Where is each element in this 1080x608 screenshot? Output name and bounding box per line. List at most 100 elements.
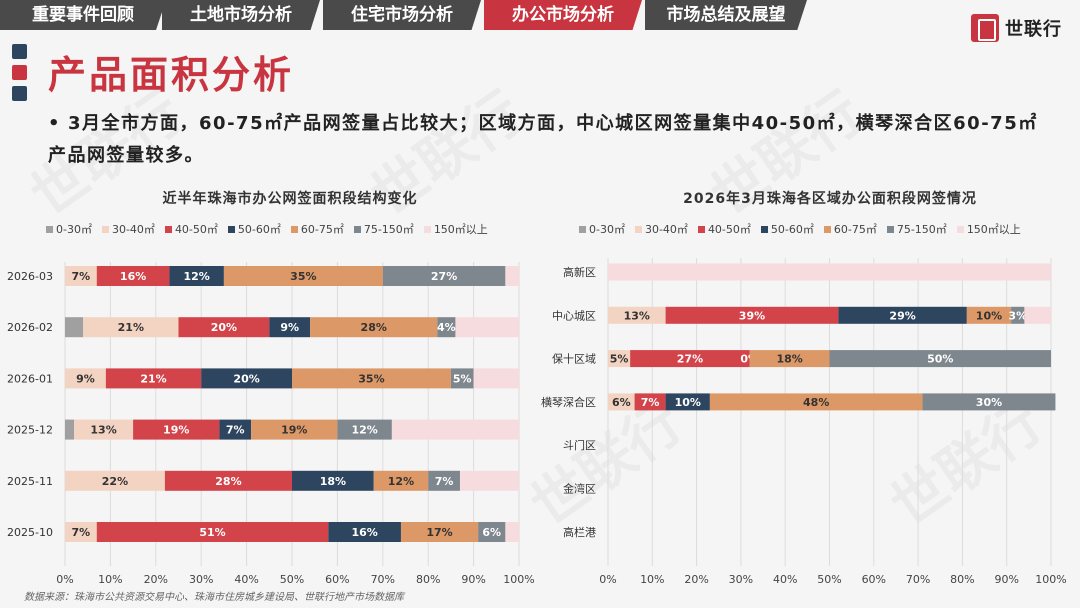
category-label: 斗门区 — [563, 438, 596, 452]
x-tick-label: 60% — [325, 573, 349, 585]
tab-land[interactable]: 土地市场分析 — [162, 0, 320, 30]
category-label: 2025-10 — [7, 526, 53, 539]
x-tick-label: 30% — [729, 573, 753, 585]
legend-swatch — [353, 225, 361, 233]
data-label: 17% — [426, 526, 452, 539]
data-label: 29% — [889, 309, 915, 322]
legend-swatch — [227, 225, 235, 233]
legend-label: 75-150㎡ — [363, 223, 414, 236]
data-label: 22% — [102, 475, 128, 488]
legend-item: 40-50㎡ — [164, 221, 218, 237]
right-chart-title: 2026年3月珠海各区域办公面积段网签情况 — [683, 191, 977, 207]
x-tick-label: 20% — [144, 573, 168, 585]
bar-segment — [65, 470, 165, 491]
data-label: 10% — [976, 309, 1002, 322]
data-label: 27% — [677, 353, 703, 366]
data-label: 35% — [290, 270, 316, 283]
x-tick-label: 0% — [599, 573, 616, 585]
data-label: 50% — [927, 353, 953, 366]
data-label: 5% — [610, 353, 629, 366]
bar-segment — [437, 317, 456, 338]
bar-segment — [269, 317, 311, 338]
left-chart-title: 近半年珠海市办公网签面积段结构变化 — [162, 191, 418, 207]
legend-label: 40-50㎡ — [174, 223, 218, 236]
data-label: 19% — [163, 424, 189, 437]
category-label: 保十区域 — [552, 352, 596, 366]
bar-segment — [65, 317, 84, 338]
bar-segment — [133, 419, 220, 440]
legend-swatch — [634, 225, 642, 233]
bar-segment — [608, 350, 631, 368]
x-tick-label: 100% — [503, 573, 534, 585]
legend-label: 30-40㎡ — [644, 223, 688, 236]
left-stacked-bar-chart: 0% 10% 20% 30% 40% 50% 60% 70% 80% 90% 100% 2026-03… — [7, 262, 535, 585]
bar-segment — [829, 350, 1051, 368]
x-tick-label: 50% — [280, 573, 304, 585]
category-label: 横琴深合区 — [541, 395, 596, 409]
bar-segment — [922, 393, 1056, 411]
data-label: 10% — [675, 396, 701, 409]
legend-item: 75-150㎡ — [353, 221, 414, 237]
category-label: 2025-12 — [7, 424, 53, 437]
bar-segment — [1011, 306, 1025, 324]
bar-segment — [373, 470, 429, 491]
data-label: 28% — [361, 321, 387, 334]
bar-segment — [400, 522, 479, 542]
data-label: 21% — [118, 321, 144, 334]
category-label: 高栏港 — [563, 525, 596, 539]
bar-segment — [630, 350, 750, 368]
bar-segment — [337, 419, 392, 440]
legend-label: 0-30㎡ — [56, 223, 92, 236]
bar-segment — [219, 419, 252, 440]
right-legend: 0-30㎡ 30-40㎡ 40-50㎡ 50-60㎡ 60-75㎡ 75-150㎡ 150㎡… — [579, 221, 1021, 237]
legend-item: 50-60㎡ — [227, 221, 281, 237]
legend-item: 60-75㎡ — [823, 221, 877, 237]
top-nav: 重要事件回顾 土地市场分析 住宅市场分析 办公市场分析 市场总结及展望 — [0, 0, 1080, 34]
category-label: 2026-02 — [7, 321, 53, 334]
tab-summary[interactable]: 市场总结及展望 — [645, 0, 807, 30]
bar-segment — [65, 522, 97, 542]
legend-item: 0-30㎡ — [46, 221, 92, 237]
bar-segment — [65, 368, 106, 389]
x-tick-label: 50% — [817, 573, 841, 585]
legend-swatch — [823, 225, 831, 233]
bar-segment — [966, 306, 1012, 324]
data-label: 7% — [72, 526, 91, 539]
legend-label: 60-75㎡ — [300, 223, 344, 236]
data-label: 13% — [90, 424, 116, 437]
bar-segment — [1024, 306, 1051, 324]
legend-item: 150㎡以上 — [423, 221, 488, 237]
x-tick-label: 30% — [189, 573, 213, 585]
bar-segment — [74, 419, 134, 440]
bar-segment — [455, 317, 519, 338]
data-label: 7% — [641, 396, 660, 409]
legend-swatch — [290, 225, 298, 233]
legend-swatch — [579, 225, 586, 233]
logo-text: 世联行 — [1005, 19, 1062, 40]
legend-item: 50-60㎡ — [760, 221, 814, 237]
bar-segment — [450, 368, 474, 389]
bar-segment — [838, 306, 967, 324]
tab-events[interactable]: 重要事件回顾 — [0, 0, 166, 30]
data-label: 20% — [233, 372, 259, 385]
bar-segment — [478, 522, 506, 542]
legend-item: 150㎡以上 — [956, 221, 1021, 237]
data-label: 48% — [803, 396, 829, 409]
legend-swatch — [886, 225, 894, 233]
bullet-content: 3月全市方面，60-75㎡产品网签量占比较大；区域方面，中心城区网签量集中40-… — [48, 113, 1038, 166]
legend-label: 40-50㎡ — [707, 223, 751, 236]
legend-label: 50-60㎡ — [770, 223, 814, 236]
tab-residential[interactable]: 住宅市场分析 — [323, 0, 481, 30]
bar-segment — [665, 393, 710, 411]
x-tick-label: 90% — [461, 573, 485, 585]
tab-office[interactable]: 办公市场分析 — [484, 0, 642, 30]
bar-segment — [310, 317, 438, 338]
bar-segment — [292, 470, 374, 491]
bar-segment — [473, 368, 519, 389]
data-label: 7% — [435, 475, 454, 488]
bar-segment — [428, 470, 460, 491]
bar-segment — [178, 317, 270, 338]
legend-label: 0-30㎡ — [589, 223, 625, 236]
legend-item: 40-50㎡ — [697, 221, 751, 237]
bar-segment — [608, 393, 635, 411]
